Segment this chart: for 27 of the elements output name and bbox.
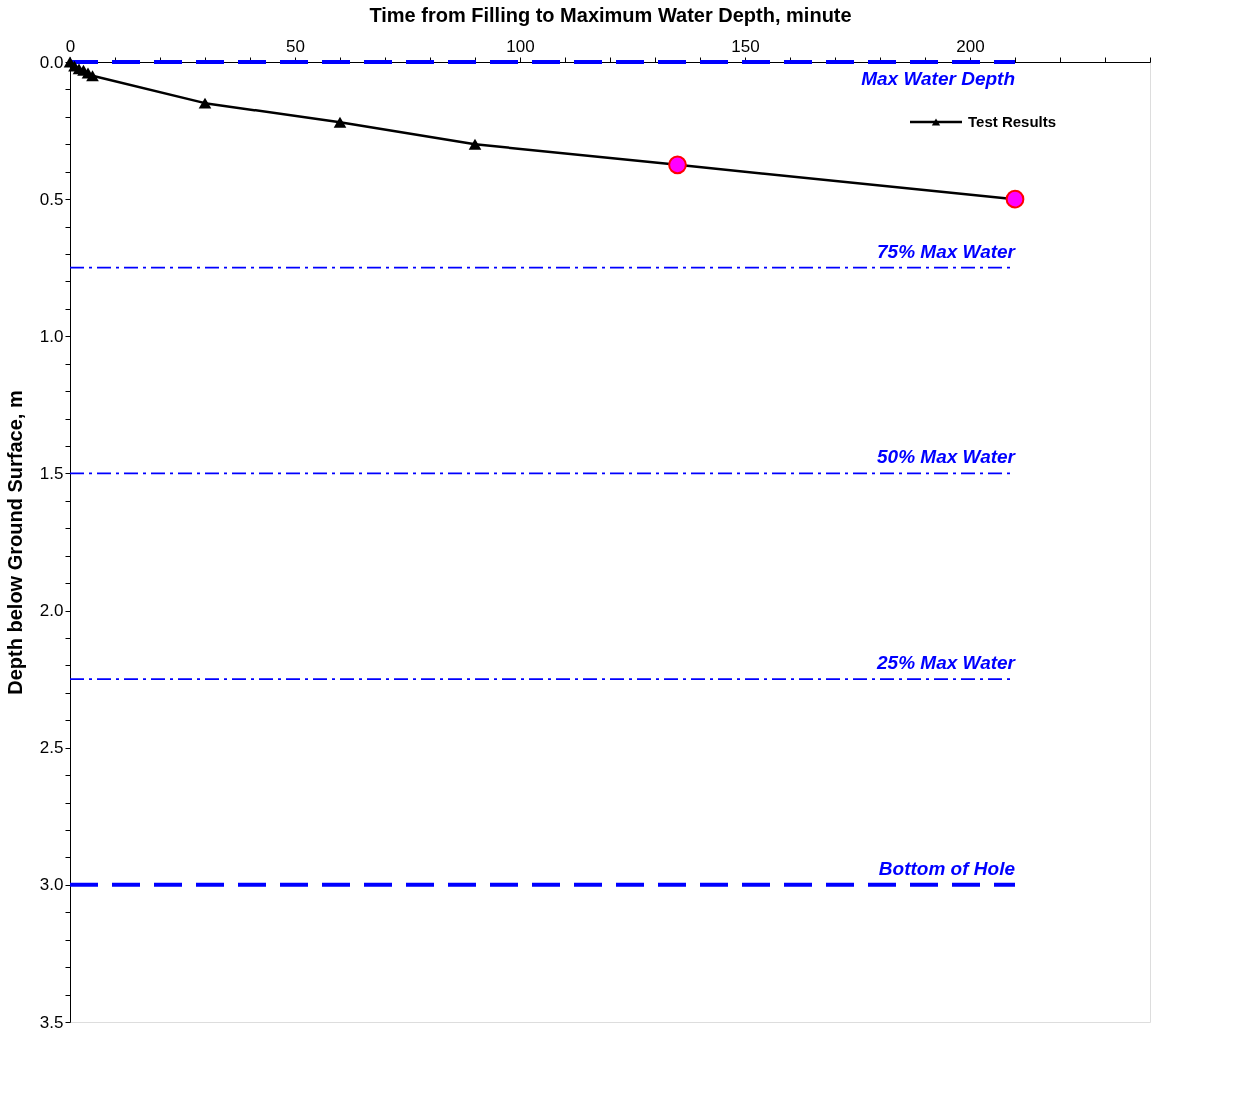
- y-tick-label: 2.5: [39, 738, 64, 758]
- x-tick-label: 100: [506, 36, 535, 56]
- point: [668, 155, 687, 175]
- x-tick-label: 0: [65, 36, 76, 56]
- y-tick-label: 2.0: [39, 601, 64, 621]
- y-tick-label: 3.0: [39, 875, 64, 895]
- point: [198, 97, 212, 109]
- legend-label: Test Results: [968, 113, 1057, 130]
- y-axis-title: Depth below Ground Surface, m: [3, 390, 26, 695]
- ref-line-label: Max Water Depth: [861, 68, 1015, 89]
- ref-line-label: Bottom of Hole: [878, 857, 1016, 879]
- y-tick-label: 3.5: [39, 1012, 64, 1032]
- ref-line-label: 50% Max Water: [877, 446, 1017, 468]
- point: [468, 138, 482, 150]
- ref-line-label: 25% Max Water: [876, 652, 1017, 674]
- x-axis-title: Time from Filling to Maximum Water Depth, minute: [369, 3, 852, 26]
- x-tick-label: 200: [956, 36, 985, 56]
- point: [1005, 189, 1025, 209]
- x-tick-label: 50: [286, 36, 305, 56]
- y-tick-label: 1.5: [39, 463, 64, 483]
- y-tick-label: 0.0: [39, 52, 64, 72]
- ref-line-label: 75% Max Water: [877, 240, 1017, 262]
- point: [333, 116, 347, 128]
- x-tick-label: 150: [731, 36, 760, 56]
- y-tick-label: 1.0: [39, 326, 64, 346]
- y-tick-label: 0.5: [39, 189, 64, 209]
- point: [86, 70, 99, 82]
